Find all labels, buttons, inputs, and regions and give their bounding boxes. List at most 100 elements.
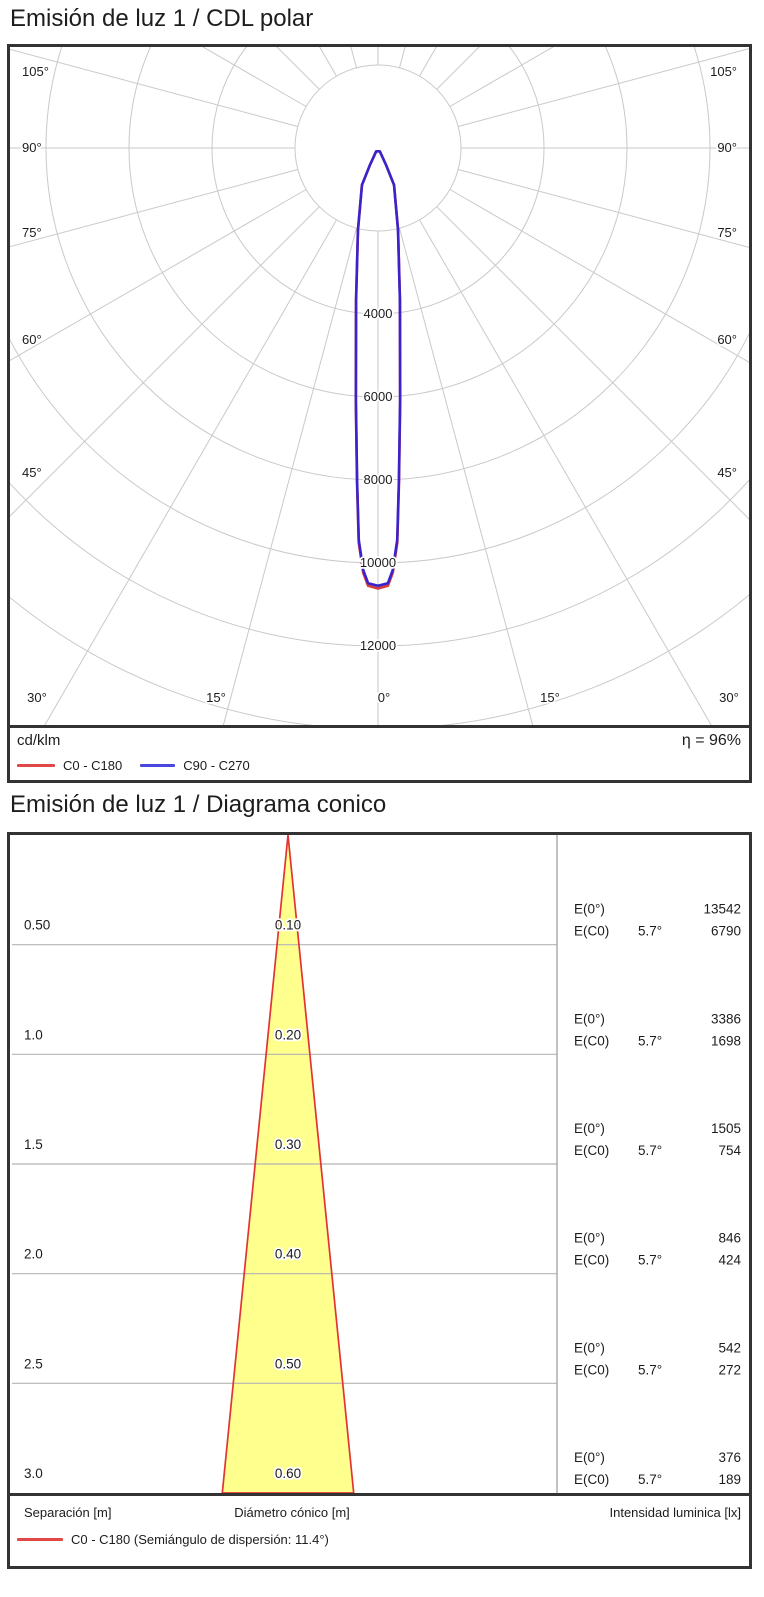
polar-diagram-title: Emisión de luz 1 / CDL polar (10, 5, 314, 32)
ec0-value: 424 (718, 1253, 741, 1268)
angle-tick-bottom: 15° (540, 690, 560, 705)
cone-legend-swatch (17, 1538, 63, 1541)
e0-value: 542 (718, 1340, 741, 1355)
radial-line (458, 168, 749, 248)
cone-legend-label: C0 - C180 (Semiángulo de dispersión: 11.… (71, 1532, 329, 1547)
ring-value-label: 6000 (364, 389, 393, 404)
radial-line (419, 47, 437, 77)
row-diameter-label: 0.60 (275, 1466, 301, 1481)
radial-line (319, 47, 337, 77)
polar-legend-row: C0 - C180 C90 - C270 (17, 758, 250, 773)
illuminance-axis-label: Intensidad luminica [lx] (609, 1505, 741, 1520)
row-separation-label: 2.0 (24, 1247, 43, 1262)
row-diameter-label: 0.40 (275, 1247, 301, 1262)
cone-grid (12, 944, 557, 1384)
beam-angle-label: 5.7° (638, 1472, 662, 1487)
e0-label: E(0°) (574, 1340, 605, 1355)
angle-tick-bottom: 30° (27, 690, 47, 705)
radial-line (436, 206, 749, 520)
beam-angle-label: 5.7° (638, 1362, 662, 1377)
ec0-label: E(C0) (574, 1253, 609, 1268)
e0-label: E(0°) (574, 1231, 605, 1246)
ec0-label: E(C0) (574, 1033, 609, 1048)
angle-tick-left: 45° (22, 465, 42, 480)
cone-diagram-title: Emisión de luz 1 / Diagrama conico (10, 791, 387, 818)
angle-tick-right: 75° (717, 225, 737, 240)
angle-tick-bottom: 15° (206, 690, 226, 705)
row-separation-label: 1.5 (24, 1137, 43, 1152)
row-diameter-label: 0.20 (275, 1027, 301, 1042)
e0-label: E(0°) (574, 1450, 605, 1465)
e0-label: E(0°) (574, 1121, 605, 1136)
ring-value-label: 12000 (360, 638, 396, 653)
unit-label: cd/klm (17, 732, 61, 749)
row-separation-label: 2.5 (24, 1356, 43, 1371)
row-diameter-label: 0.10 (275, 918, 301, 933)
angle-tick-right: 105° (710, 64, 737, 79)
angle-tick-right: 45° (717, 465, 737, 480)
angle-tick-left: 105° (22, 64, 49, 79)
angle-tick-left: 60° (22, 332, 42, 347)
ec0-value: 189 (718, 1472, 741, 1487)
diameter-axis-label: Diámetro cónico [m] (234, 1505, 350, 1520)
angle-tick-left: 90° (22, 140, 42, 155)
ec0-label: E(C0) (574, 1143, 609, 1158)
polar-diagram-box: 4000 6000 8000 10000 12000 105° 105° 90° 90° 75° 7… (7, 44, 752, 783)
radial-line (10, 206, 320, 517)
angle-tick-left: 75° (22, 225, 42, 240)
cone-outline (221, 835, 355, 1493)
cone-labels: 0.50 0.10 E(0°) 13542 E(C0) 5.7° 6790 1.0 0.20 E(… (24, 902, 741, 1487)
cone-legend-row: C0 - C180 (Semiángulo de dispersión: 11.… (17, 1532, 329, 1547)
row-diameter-label: 0.30 (275, 1137, 301, 1152)
ring-value-label: 4000 (364, 306, 393, 321)
e0-value: 846 (718, 1231, 741, 1246)
cdl-curve-c90-c270 (354, 150, 402, 588)
ec0-label: E(C0) (574, 1472, 609, 1487)
radial-line (10, 168, 298, 248)
c0-c180-legend-label: C0 - C180 (63, 758, 123, 773)
ring-labels: 4000 6000 8000 10000 12000 (358, 304, 398, 655)
polar-grid (10, 47, 749, 725)
angle-tick-right: 60° (717, 332, 737, 347)
c0-c180-swatch (17, 764, 55, 767)
radial-line (449, 189, 749, 363)
ring-circle (294, 64, 462, 232)
radial-line (398, 228, 534, 725)
radial-line (44, 219, 337, 725)
radial-line (10, 189, 307, 362)
radial-line (10, 48, 298, 128)
e0-value: 13542 (703, 902, 741, 917)
angle-tick-bottom: 30° (719, 690, 739, 705)
ring-value-label: 10000 (360, 555, 396, 570)
radial-line (419, 219, 712, 725)
ring-value-label: 8000 (364, 472, 393, 487)
ring-circle (10, 594, 749, 725)
radial-line (276, 47, 320, 90)
beam-angle-label: 5.7° (638, 1033, 662, 1048)
e0-value: 376 (718, 1450, 741, 1465)
efficiency-label: η = 96% (681, 732, 741, 749)
cone-footer-area: Separación [m] Diámetro cónico [m] Inten… (10, 1493, 749, 1566)
radial-line (202, 47, 307, 107)
cdl-curves (354, 150, 402, 590)
radial-line (222, 228, 358, 725)
e0-label: E(0°) (574, 1011, 605, 1026)
e0-value: 3386 (711, 1011, 741, 1026)
ec0-label: E(C0) (574, 1362, 609, 1377)
ec0-value: 754 (718, 1143, 741, 1158)
ec0-value: 272 (718, 1362, 741, 1377)
ec0-value: 1698 (711, 1033, 741, 1048)
row-separation-label: 0.50 (24, 918, 50, 933)
row-separation-label: 3.0 (24, 1466, 43, 1481)
c90-c270-legend-label: C90 - C270 (183, 758, 250, 773)
radial-line (436, 47, 480, 90)
e0-label: E(0°) (574, 902, 605, 917)
ec0-label: E(C0) (574, 924, 609, 939)
row-diameter-label: 0.50 (275, 1356, 301, 1371)
ec0-value: 6790 (711, 924, 741, 939)
radial-line (458, 48, 749, 128)
polar-legend-area: cd/klm η = 96% C0 - C180 C90 - C270 (10, 725, 749, 780)
beam-angle-label: 5.7° (638, 1143, 662, 1158)
e0-value: 1505 (711, 1121, 741, 1136)
